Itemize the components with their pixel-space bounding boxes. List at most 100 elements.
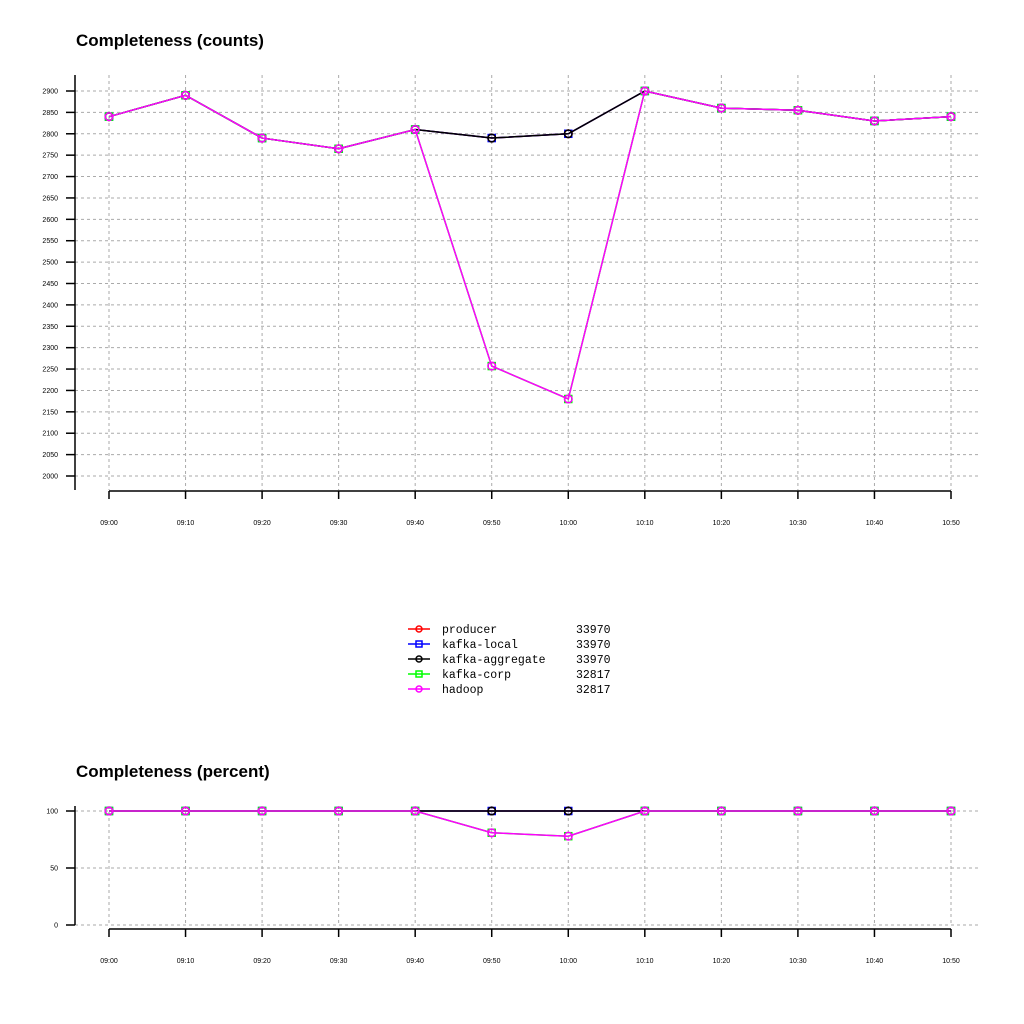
data-point [946,806,956,816]
data-point [257,133,267,143]
series-kafka-local [104,86,956,153]
series-line [108,90,952,401]
x-tick-label: 10:00 [560,520,578,527]
series-line [109,810,951,837]
y-tick-label: 2350 [42,324,58,331]
y-tick-label: 2300 [42,345,58,352]
x-tick-label: 10:10 [636,958,654,965]
x-tick-label: 09:50 [483,520,501,527]
legend-marker [415,670,423,678]
chart-title: Completeness (percent) [76,762,270,781]
series-line [109,810,951,837]
x-tick-label: 10:30 [789,958,807,965]
y-tick-label: 2200 [42,388,58,395]
data-point [946,112,956,122]
y-tick-label: 2250 [42,367,58,374]
data-point [410,124,420,135]
y-tick-label: 2850 [42,110,58,117]
data-point [487,133,497,143]
legend-label: hadoop [442,684,484,697]
legend-entry: kafka-local 33970 [408,639,611,652]
legend-total: 32817 [576,669,611,682]
legend-entry: kafka-aggregate 33970 [408,654,611,667]
data-point [104,112,114,122]
x-tick-label: 09:00 [100,520,118,527]
data-point [640,806,650,816]
x-tick-label: 10:20 [713,520,731,527]
chart-panel-0: Completeness (counts) 2000 2050 2100 2150 220… [42,31,980,527]
y-tick-label: 2050 [42,452,58,459]
y-tick-label: 0 [54,923,58,930]
y-tick-label: 2900 [42,89,58,96]
x-tick-label: 10:10 [636,520,654,527]
legend-label: kafka-corp [442,669,511,682]
data-point [487,828,497,838]
x-tick-label: 09:20 [253,958,271,965]
x-tick-label: 10:40 [866,520,884,527]
legend-label: producer [442,624,497,637]
data-point [257,806,267,816]
data-point [180,90,191,100]
legend-total: 32817 [576,684,611,697]
data-point [563,394,573,404]
y-tick-label: 50 [50,866,58,873]
y-tick-label: 2650 [42,195,58,202]
legend-entry: kafka-corp 32817 [408,669,611,682]
x-tick-label: 10:20 [713,958,731,965]
x-tick-label: 09:10 [177,520,195,527]
y-tick-label: 2150 [42,409,58,416]
data-point [104,806,114,816]
legend-marker [415,685,423,693]
series-kafka-aggregate [104,86,956,154]
x-tick-label: 10:50 [942,958,960,965]
legend-total: 33970 [576,639,611,652]
y-tick-label: 2000 [42,474,58,481]
data-point [640,86,650,96]
data-point [563,129,573,139]
y-tick-label: 2500 [42,260,58,267]
series-line [108,90,952,150]
series-line [108,90,952,150]
series-line [108,90,952,401]
y-tick-label: 2450 [42,281,58,288]
x-tick-label: 10:00 [560,958,578,965]
x-tick-label: 09:40 [406,958,424,965]
legend-label: kafka-aggregate [442,654,546,667]
data-point [793,806,803,816]
data-point [334,144,344,154]
data-point [563,831,573,841]
x-tick-label: 10:40 [866,958,884,965]
x-tick-label: 09:40 [406,520,424,527]
x-tick-label: 10:50 [942,520,960,527]
data-point [716,103,726,113]
series-hadoop [104,806,956,841]
data-point [487,361,497,371]
x-tick-label: 09:30 [330,520,348,527]
y-tick-label: 2750 [42,153,58,160]
legend-entry: producer 33970 [408,624,611,637]
chart-title: Completeness (counts) [76,31,264,50]
x-tick-label: 09:10 [177,958,195,965]
y-tick-label: 2800 [42,131,58,138]
series-producer [104,86,956,154]
legend-label: kafka-local [442,639,518,652]
series-kafka-corp [104,86,956,404]
y-tick-label: 2400 [42,302,58,309]
data-point [793,105,803,115]
legend-marker [415,625,423,633]
legend-total: 33970 [576,654,611,667]
series-line [108,90,952,150]
data-point [716,806,726,816]
y-tick-label: 2700 [42,174,58,181]
series-hadoop [104,86,956,404]
x-tick-label: 09:30 [330,958,348,965]
data-point [180,806,191,816]
legend-total: 33970 [576,624,611,637]
legend-marker [415,640,423,648]
y-tick-label: 2550 [42,238,58,245]
x-tick-label: 09:00 [100,958,118,965]
x-tick-label: 10:30 [789,520,807,527]
legend-marker [415,655,423,663]
